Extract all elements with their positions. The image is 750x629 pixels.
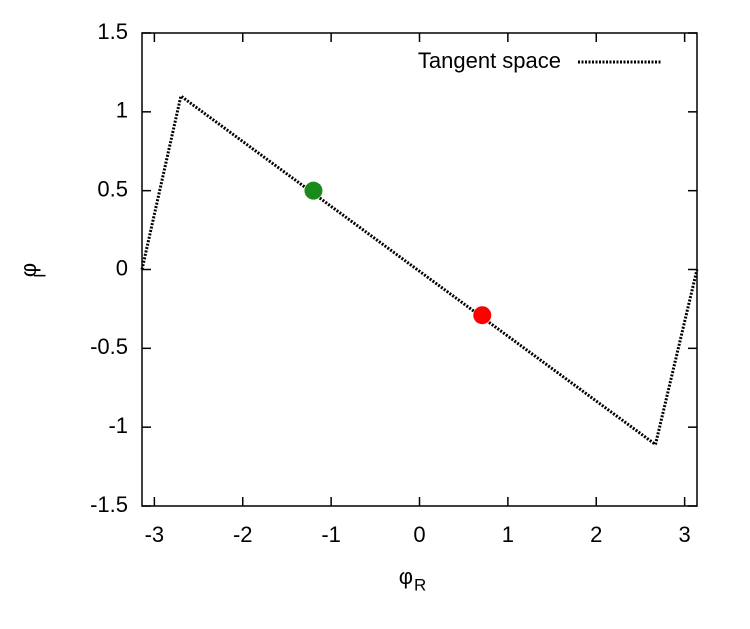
- y-tick-label: -1: [108, 413, 128, 438]
- x-tick-label: 2: [590, 522, 602, 547]
- y-tick-label: 0: [116, 255, 128, 280]
- x-tick-label: -2: [233, 522, 253, 547]
- line-series: [140, 93, 699, 448]
- x-tick-label: -1: [321, 522, 341, 547]
- y-tick-label: -0.5: [90, 334, 128, 359]
- y-tick-label: 1: [116, 98, 128, 123]
- x-axis-label-subscript: R: [414, 575, 426, 594]
- point: [473, 306, 492, 325]
- x-tick-label: 1: [502, 522, 514, 547]
- point: [304, 181, 323, 200]
- y-axis-label-group: φ I: [16, 263, 50, 278]
- x-tick-label: 0: [413, 522, 425, 547]
- y-axis-label-subscript: I: [30, 273, 49, 278]
- y-tick-label: -1.5: [90, 492, 128, 517]
- x-axis-label: φ: [399, 564, 413, 589]
- y-axis-label: φ: [16, 263, 41, 277]
- x-tick-label: -3: [145, 522, 165, 547]
- legend-label: Tangent space: [418, 48, 561, 73]
- y-tick-label: 0.5: [97, 176, 128, 201]
- y-tick-label: 1.5: [97, 19, 128, 44]
- x-tick-label: 3: [679, 522, 691, 547]
